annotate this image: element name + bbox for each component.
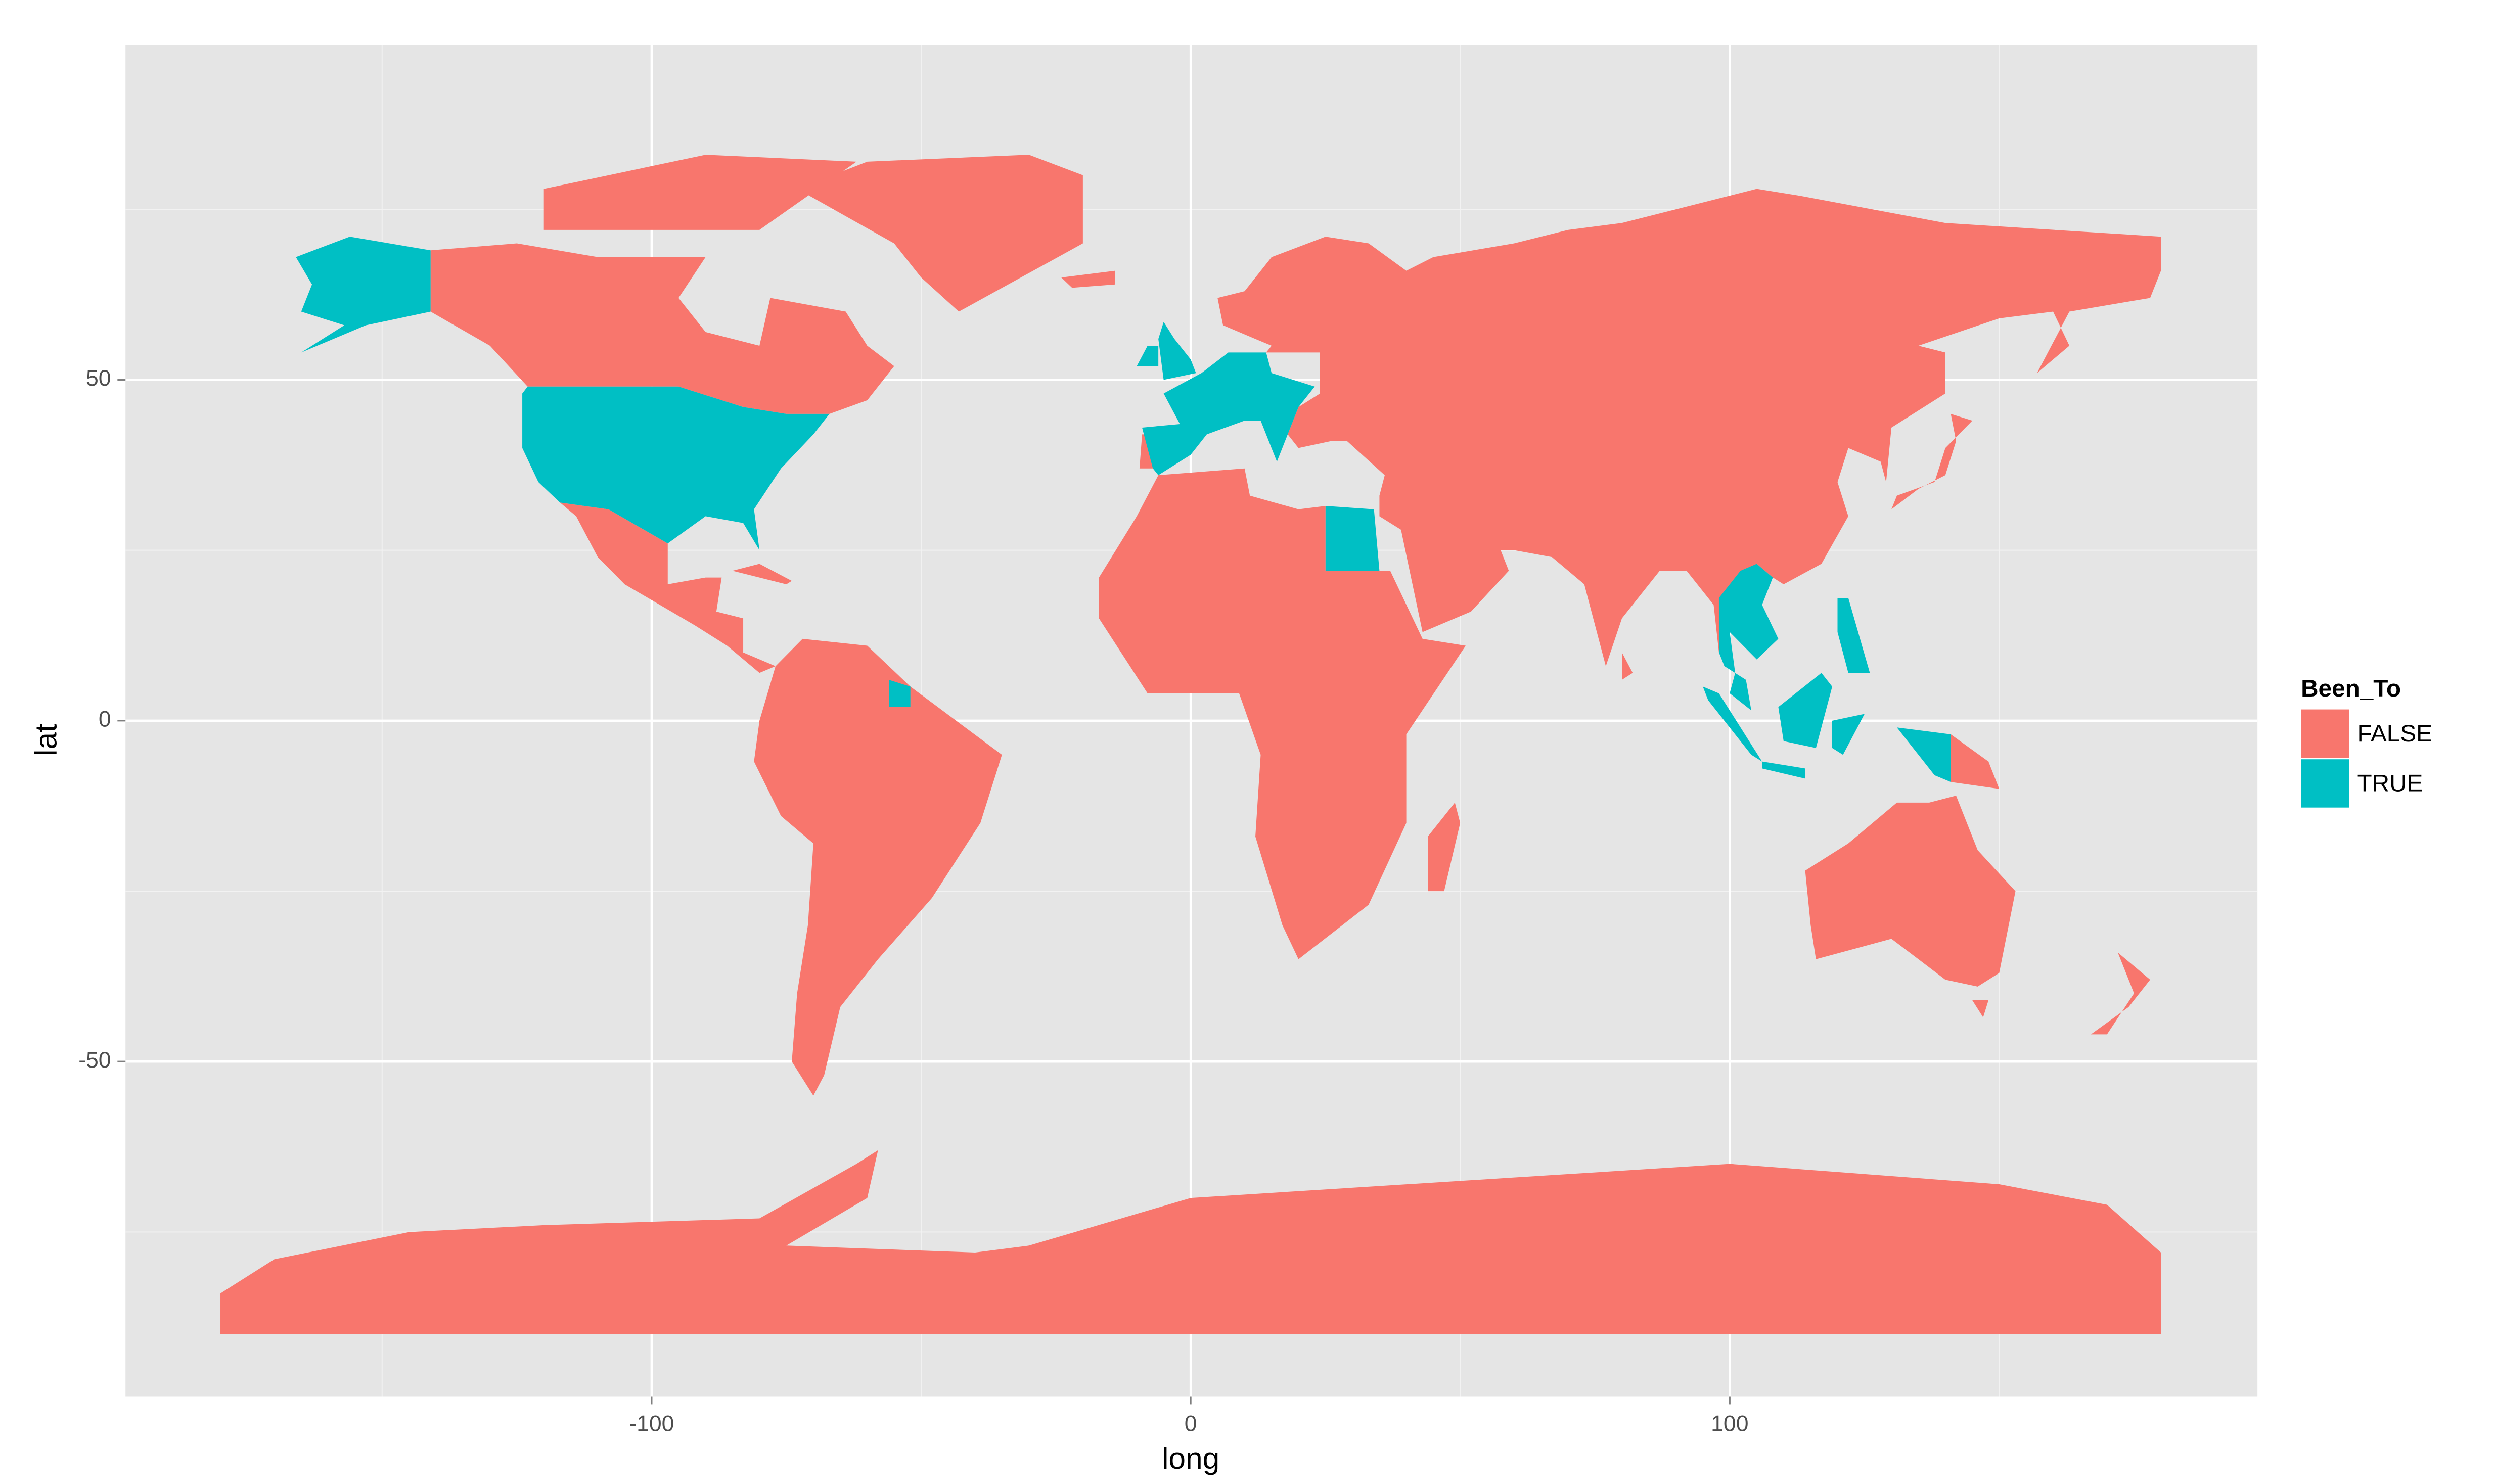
region bbox=[1762, 761, 1805, 779]
x-axis-label: long bbox=[1162, 1441, 1219, 1475]
region bbox=[754, 638, 1002, 1096]
region bbox=[797, 155, 1083, 312]
region bbox=[296, 237, 431, 353]
region bbox=[1325, 505, 1380, 571]
region bbox=[1142, 352, 1315, 476]
region bbox=[1837, 598, 1870, 673]
region bbox=[1832, 714, 1865, 755]
y-axis-label: lat bbox=[28, 724, 63, 756]
region bbox=[2091, 952, 2150, 1035]
region bbox=[1972, 1000, 1989, 1017]
region bbox=[220, 1150, 2161, 1334]
legend-label: FALSE bbox=[2357, 720, 2432, 747]
region bbox=[1428, 802, 1461, 892]
region bbox=[1061, 270, 1115, 288]
region bbox=[1718, 564, 1779, 711]
region bbox=[1891, 413, 1973, 509]
y-tick-label: 50 bbox=[86, 366, 111, 391]
region bbox=[1778, 673, 1833, 748]
region bbox=[430, 243, 894, 414]
legend-title: Been_To bbox=[2301, 675, 2401, 702]
legend-key bbox=[2301, 759, 2349, 808]
region bbox=[1137, 345, 1159, 366]
region bbox=[1622, 652, 1633, 680]
legend-label: TRUE bbox=[2357, 770, 2423, 797]
y-tick-label: -50 bbox=[78, 1048, 111, 1073]
x-tick-label: 0 bbox=[1185, 1412, 1197, 1436]
region bbox=[560, 502, 776, 673]
region bbox=[522, 386, 830, 550]
region bbox=[543, 155, 857, 230]
x-tick-label: -100 bbox=[629, 1412, 674, 1436]
y-tick-label: 0 bbox=[99, 707, 111, 732]
region bbox=[889, 679, 911, 707]
region bbox=[1099, 468, 1466, 959]
x-tick-label: 100 bbox=[1711, 1412, 1748, 1436]
region bbox=[732, 564, 792, 584]
region bbox=[1805, 796, 2016, 987]
region bbox=[1703, 686, 1762, 762]
region bbox=[1896, 727, 1951, 782]
region bbox=[1951, 734, 2000, 789]
region bbox=[1158, 321, 1196, 380]
region bbox=[1217, 189, 2161, 666]
legend-key bbox=[2301, 709, 2349, 758]
